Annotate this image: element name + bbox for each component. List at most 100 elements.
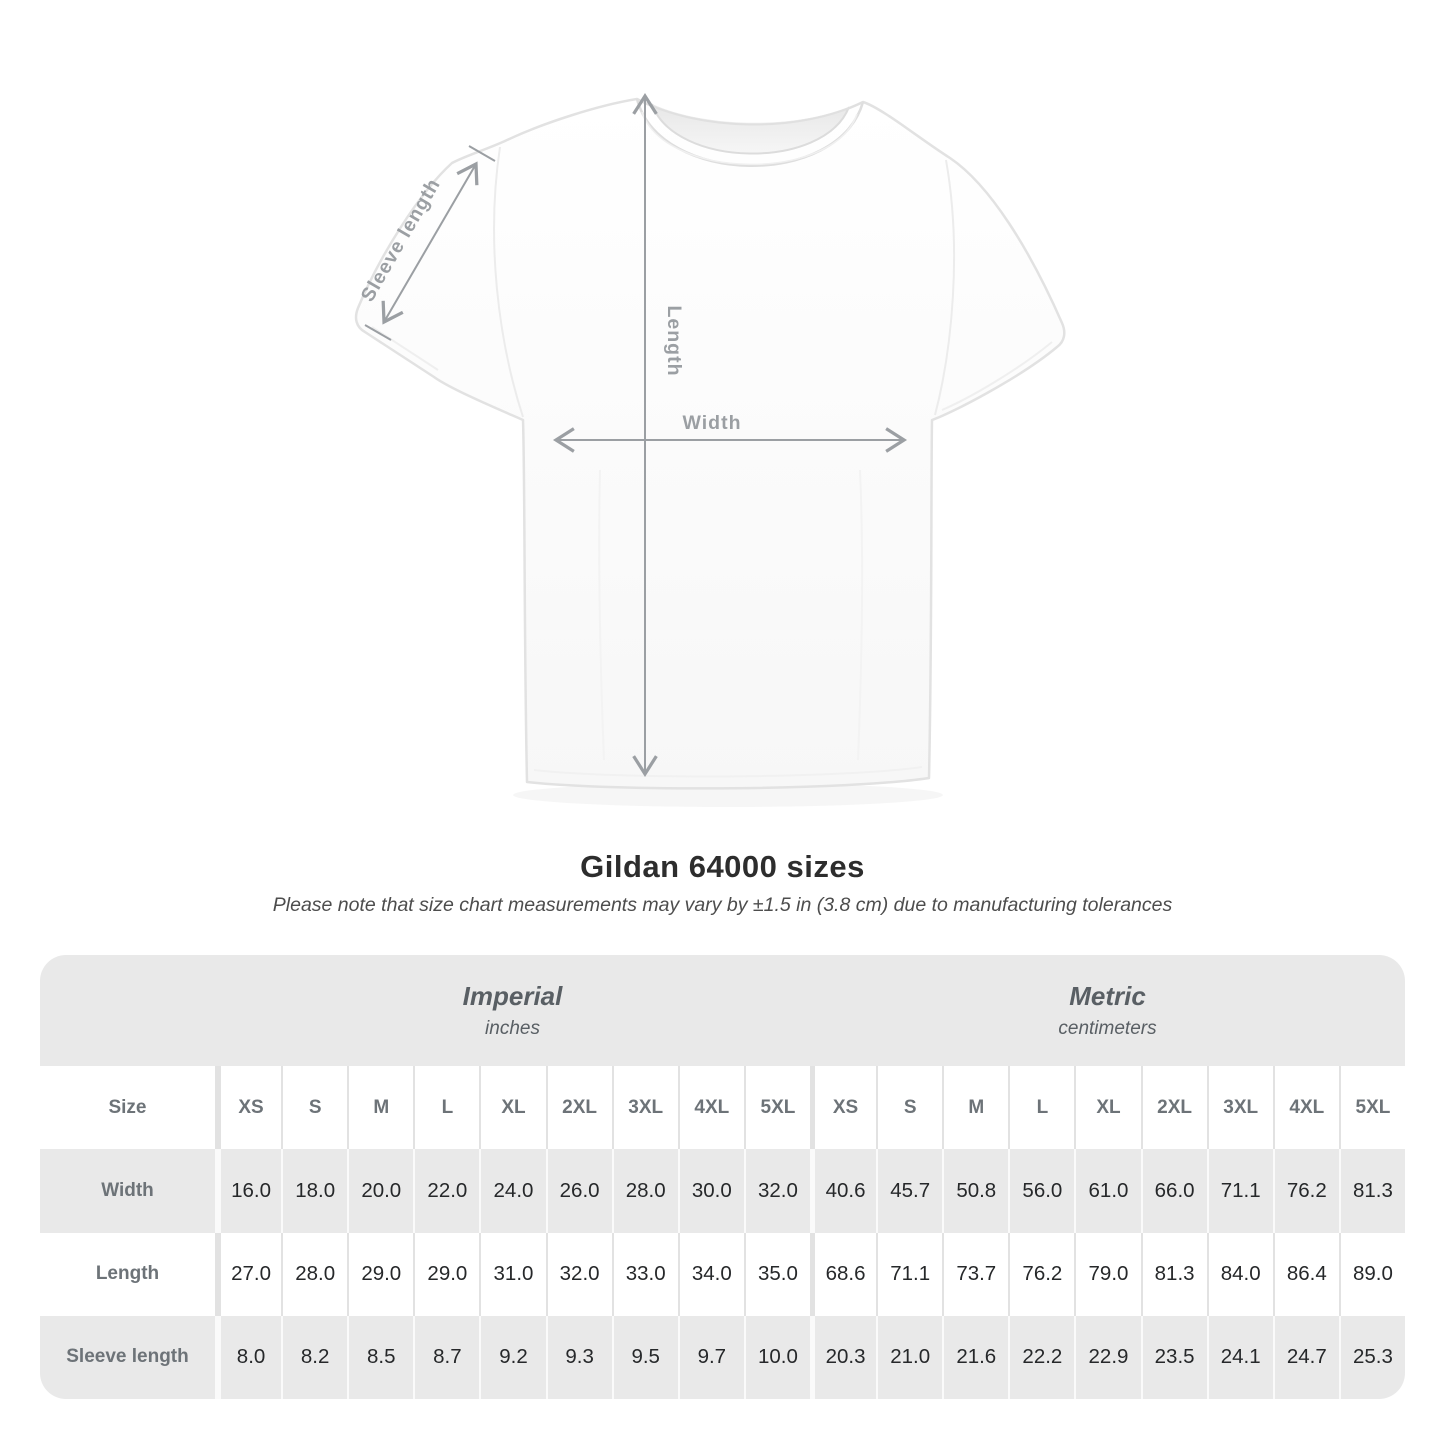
table-cell: 28.0 [281, 1232, 347, 1316]
tshirt-measurement-diagram: Sleeve length Length Width [354, 92, 1066, 790]
table-cell: 45.7 [876, 1149, 942, 1233]
table-cell: 8.5 [347, 1315, 413, 1399]
sleeve-tick-top [468, 145, 496, 162]
table-cell: 71.1 [876, 1232, 942, 1316]
metric-section-header: Metric centimeters [810, 955, 1405, 1066]
table-cell: M [347, 1066, 413, 1150]
table-cell: 89.0 [1338, 1232, 1405, 1316]
table-cell: 22.2 [1008, 1315, 1074, 1399]
table-cell: L [1008, 1066, 1074, 1150]
table-cell: XS [215, 1066, 281, 1150]
table-cell: 79.0 [1074, 1232, 1140, 1316]
table-cell: S [281, 1066, 347, 1150]
table-cell: 31.0 [479, 1232, 545, 1316]
table-cell: 24.7 [1272, 1315, 1339, 1399]
table-cell: L [413, 1066, 479, 1150]
table-cell: 84.0 [1206, 1232, 1273, 1316]
table-cell: 22.0 [413, 1149, 479, 1233]
width-row: Width 16.0 18.0 20.0 22.0 24.0 26.0 28.0 30.0 32… [40, 1149, 1405, 1233]
table-cell: 2XL [1140, 1066, 1207, 1150]
table-cell: 18.0 [281, 1149, 347, 1233]
table-cell: 9.5 [611, 1315, 678, 1399]
table-header-band: Imperial inches Metric centimeters [40, 955, 1405, 1066]
sleeve-tick-bottom [364, 324, 392, 341]
imperial-unit: inches [485, 1018, 540, 1039]
table-cell: 24.1 [1206, 1315, 1273, 1399]
header-spacer [40, 955, 215, 1066]
table-cell: 61.0 [1074, 1149, 1140, 1233]
table-cell: 81.3 [1338, 1149, 1405, 1233]
dimension-lines [364, 92, 908, 778]
table-cell: 21.0 [876, 1315, 942, 1399]
metric-unit: centimeters [1058, 1018, 1157, 1039]
table-cell: 34.0 [677, 1232, 744, 1316]
table-cell: 16.0 [215, 1149, 281, 1233]
row-label-size: Size [108, 1096, 147, 1118]
table-cell: 76.2 [1272, 1149, 1339, 1233]
table-cell: 32.0 [545, 1232, 612, 1316]
table-cell: 23.5 [1140, 1315, 1207, 1399]
table-cell: 4XL [677, 1066, 744, 1150]
table-cell: 20.0 [347, 1149, 413, 1233]
table-cell: 81.3 [1140, 1232, 1207, 1316]
table-cell: 71.1 [1206, 1149, 1273, 1233]
sleeve-length-row: Sleeve length 8.0 8.2 8.5 8.7 9.2 9.3 9.5 9.7 10… [40, 1315, 1405, 1399]
table-cell: M [942, 1066, 1008, 1150]
table-cell: 10.0 [743, 1315, 810, 1399]
table-cell: 68.6 [810, 1232, 876, 1316]
table-cell: 8.2 [281, 1315, 347, 1399]
width-label: Width [683, 412, 742, 434]
table-cell: 9.2 [479, 1315, 545, 1399]
table-cell: 27.0 [215, 1232, 281, 1316]
table-cell: 40.6 [810, 1149, 876, 1233]
size-table: Imperial inches Metric centimeters Size … [40, 955, 1405, 1399]
row-label-sleeve-length: Sleeve length [66, 1346, 189, 1368]
table-cell: 21.6 [942, 1315, 1008, 1399]
table-cell: 29.0 [413, 1232, 479, 1316]
imperial-section-header: Imperial inches [215, 955, 810, 1066]
table-cell: 32.0 [743, 1149, 810, 1233]
table-cell: 33.0 [611, 1232, 678, 1316]
sleeve-length-arrow [381, 161, 479, 325]
tolerance-note: Please note that size chart measurements… [272, 894, 1173, 916]
table-cell: 25.3 [1338, 1315, 1405, 1399]
table-cell: 9.3 [545, 1315, 612, 1399]
table-cell: XL [479, 1066, 545, 1150]
table-cell: S [876, 1066, 942, 1150]
table-cell: 30.0 [677, 1149, 744, 1233]
table-cell: 2XL [545, 1066, 612, 1150]
table-cell: 20.3 [810, 1315, 876, 1399]
table-cell: 5XL [1338, 1066, 1405, 1150]
table-cell: 9.7 [677, 1315, 744, 1399]
imperial-label: Imperial [462, 981, 563, 1011]
row-label-width: Width [101, 1179, 154, 1201]
row-label-length: Length [95, 1263, 160, 1285]
table-cell: 76.2 [1008, 1232, 1074, 1316]
table-cell: 5XL [743, 1066, 810, 1150]
table-cell: 50.8 [942, 1149, 1008, 1233]
table-cell: XS [810, 1066, 876, 1150]
size-header-row: Size XS S M L XL 2XL 3XL 4XL 5XL XS S M L XL 2XL 3XL 4XL… [40, 1066, 1405, 1150]
length-row: Length 27.0 28.0 29.0 29.0 31.0 32.0 33.0 34.0 3… [40, 1232, 1405, 1316]
table-cell: 24.0 [479, 1149, 545, 1233]
page-title: Gildan 64000 sizes [580, 849, 865, 884]
table-cell: 3XL [611, 1066, 678, 1150]
table-cell: 3XL [1206, 1066, 1273, 1150]
table-cell: XL [1074, 1066, 1140, 1150]
table-cell: 73.7 [942, 1232, 1008, 1316]
table-cell: 8.7 [413, 1315, 479, 1399]
metric-label: Metric [1069, 981, 1146, 1011]
table-cell: 56.0 [1008, 1149, 1074, 1233]
table-cell: 8.0 [215, 1315, 281, 1399]
table-cell: 4XL [1272, 1066, 1339, 1150]
table-cell: 22.9 [1074, 1315, 1140, 1399]
table-cell: 35.0 [743, 1232, 810, 1316]
table-cell: 66.0 [1140, 1149, 1207, 1233]
length-label: Length [663, 306, 685, 377]
table-cell: 29.0 [347, 1232, 413, 1316]
table-cell: 28.0 [611, 1149, 678, 1233]
table-cell: 26.0 [545, 1149, 612, 1233]
table-cell: 86.4 [1272, 1232, 1339, 1316]
tshirt-photo [354, 97, 1066, 790]
